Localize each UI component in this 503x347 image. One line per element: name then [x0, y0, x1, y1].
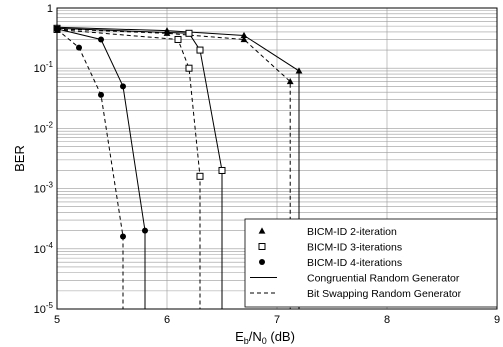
y-tick-label: 10-5	[34, 301, 54, 316]
square-marker	[174, 35, 182, 43]
legend-label: Bit Swapping Random Generator	[307, 288, 462, 300]
legend-item: Bit Swapping Random Generator	[250, 288, 462, 300]
tick-base: 10	[34, 123, 46, 135]
triangle-marker	[240, 31, 248, 39]
plot-series	[53, 23, 303, 309]
tick-exponent: -1	[46, 60, 54, 69]
legend-item: BICM-ID 4-iterations	[259, 257, 402, 269]
triangle-marker	[240, 35, 248, 43]
y-axis-title: BER	[12, 145, 27, 172]
series-square-dashed	[53, 25, 204, 309]
legend-label: BICM-ID 2-iteration	[307, 226, 397, 238]
square-marker	[258, 243, 266, 250]
legend: BICM-ID 2-iteration BICM-ID 3-iterations B…	[244, 218, 498, 308]
triangle-marker	[286, 77, 294, 85]
square-marker	[218, 166, 226, 174]
series-circle-dashed	[54, 26, 126, 309]
square-marker	[196, 46, 204, 54]
y-tick-label: 10-1	[34, 60, 54, 75]
x-tick-label: 7	[274, 314, 280, 326]
legend-item: BICM-ID 3-iterations	[258, 241, 402, 253]
y-tick-label: 1	[47, 3, 53, 15]
tick-exponent: -3	[46, 181, 54, 190]
tick-base: 10	[34, 184, 46, 196]
circle-marker	[76, 44, 82, 51]
y-tick-label: 10-3	[34, 181, 54, 196]
circle-marker	[120, 233, 126, 240]
tick-base: 10	[34, 244, 46, 256]
x-title-sub1: b	[244, 336, 249, 346]
square-marker	[196, 172, 204, 180]
triangle-marker	[258, 227, 266, 234]
x-tick-label: 6	[164, 314, 170, 326]
legend-item: Congruential Random Generator	[250, 272, 460, 284]
x-tick-label: 5	[54, 314, 60, 326]
square-marker	[185, 29, 193, 37]
series-line	[56, 28, 201, 309]
y-tick-label: 10-4	[34, 241, 54, 256]
legend-box	[244, 218, 498, 308]
tick-base: 10	[34, 304, 46, 316]
series-square-solid	[53, 24, 226, 309]
legend-item: BICM-ID 2-iteration	[258, 226, 397, 238]
triangle-marker	[295, 67, 303, 74]
x-axis-title: Eb/N0 (dB)	[235, 329, 295, 346]
y-tick-label: 10-2	[34, 120, 54, 135]
tick-exponent: -2	[46, 120, 54, 129]
tick-exponent: -4	[46, 241, 54, 250]
circle-marker	[120, 83, 126, 90]
plot-frame	[56, 7, 498, 310]
circle-marker	[98, 91, 104, 98]
x-title-sub2: 0	[262, 336, 267, 346]
legend-label: BICM-ID 4-iterations	[307, 257, 402, 269]
tick-base: 10	[34, 63, 46, 75]
x-title-main: E	[235, 329, 244, 344]
square-marker	[185, 64, 193, 72]
circle-marker	[259, 259, 265, 265]
legend-label: BICM-ID 3-iterations	[307, 241, 402, 253]
circle-marker	[98, 36, 104, 43]
legend-label: Congruential Random Generator	[307, 272, 460, 284]
x-title-tail: (dB)	[267, 329, 295, 344]
grid	[57, 8, 497, 309]
x-tick-label: 9	[494, 314, 500, 326]
x-title-mid: /N	[249, 329, 262, 344]
tick-exponent: -5	[46, 301, 54, 310]
x-tick-label: 8	[384, 314, 390, 326]
circle-marker	[142, 227, 148, 234]
series-line	[56, 28, 291, 309]
